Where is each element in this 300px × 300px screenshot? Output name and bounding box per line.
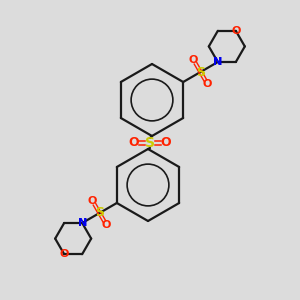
- Text: N: N: [213, 57, 222, 67]
- Text: O: O: [161, 136, 171, 149]
- Text: N: N: [78, 218, 87, 228]
- Text: O: O: [203, 79, 212, 89]
- Text: N: N: [213, 57, 222, 67]
- Text: O: O: [102, 220, 111, 230]
- Text: O: O: [189, 55, 198, 65]
- Text: S: S: [95, 206, 104, 220]
- Text: S: S: [145, 136, 155, 150]
- Text: O: O: [59, 249, 69, 259]
- Text: N: N: [78, 218, 87, 228]
- Text: O: O: [129, 136, 139, 149]
- Text: S: S: [196, 65, 205, 79]
- Text: O: O: [88, 196, 97, 206]
- Text: O: O: [231, 26, 241, 36]
